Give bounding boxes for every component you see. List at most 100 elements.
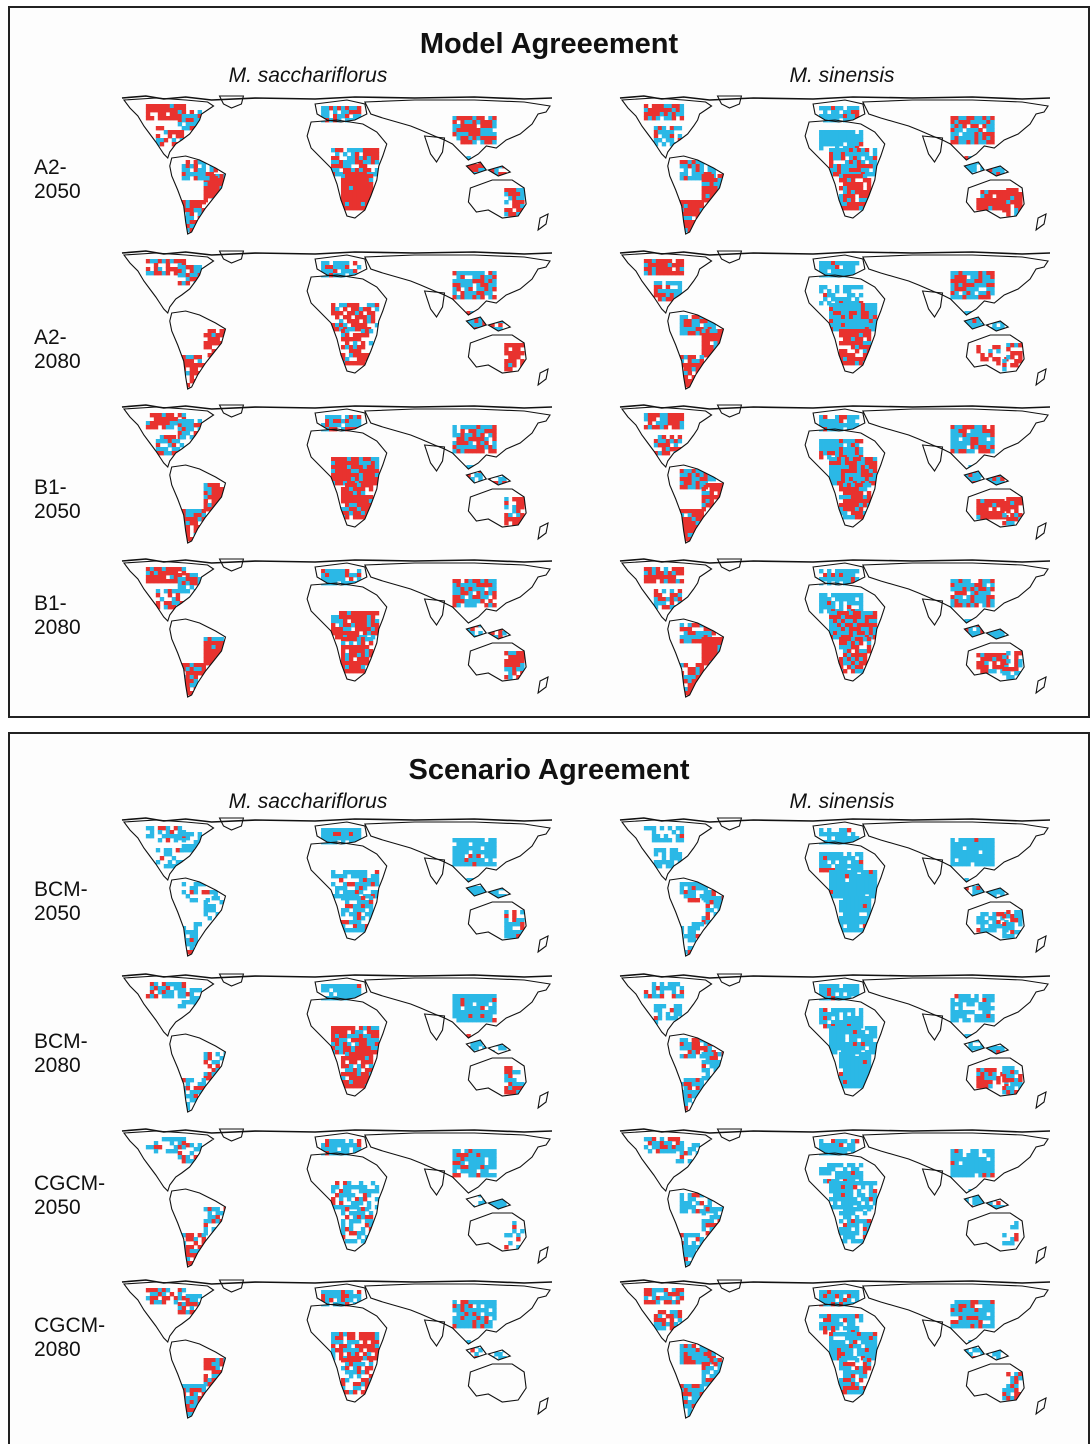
blue-cell [834, 289, 840, 294]
blue-cell [181, 176, 187, 181]
red-cell [858, 511, 864, 516]
red-cell [366, 465, 372, 470]
blue-cell [819, 593, 824, 598]
blue-cell [211, 637, 216, 642]
blue-cell [852, 870, 858, 875]
blue-cell [838, 569, 844, 574]
blue-cell [331, 619, 336, 624]
red-cell [456, 437, 461, 442]
red-cell [157, 104, 163, 109]
red-cell [836, 311, 842, 316]
red-cell [842, 491, 848, 496]
blue-cell [480, 287, 485, 292]
red-cell [189, 269, 195, 274]
blue-cell [699, 168, 704, 173]
red-cell [331, 623, 336, 628]
blue-cell [856, 465, 862, 470]
red-cell [185, 537, 191, 542]
red-cell [472, 295, 477, 300]
blue-cell [350, 870, 356, 875]
blue-cell [472, 603, 477, 608]
blue-cell [833, 319, 838, 324]
red-cell [356, 503, 362, 508]
red-cell [165, 413, 171, 418]
blue-cell [705, 900, 710, 905]
red-cell [193, 277, 199, 282]
blue-cell [482, 327, 487, 332]
red-cell [492, 429, 497, 434]
blue-cell [488, 587, 493, 592]
blue-cell [657, 289, 663, 294]
blue-cell [201, 513, 206, 518]
blue-cell [356, 483, 362, 488]
blue-cell [838, 832, 844, 837]
blue-cell [352, 503, 358, 508]
blue-cell [193, 840, 199, 845]
red-cell [219, 645, 224, 650]
blue-cell [972, 619, 977, 624]
blue-cell [968, 164, 973, 169]
blue-cell [829, 477, 834, 482]
blue-cell [657, 130, 663, 135]
blue-cell [488, 116, 493, 121]
blue-cell [181, 168, 187, 173]
blue-cell [868, 878, 874, 883]
blue-cell [699, 473, 704, 478]
red-cell [992, 202, 997, 207]
red-cell [476, 128, 481, 133]
blue-cell [480, 591, 485, 596]
blue-cell [669, 439, 675, 444]
red-cell [360, 194, 366, 199]
blue-cell [157, 838, 163, 843]
blue-cell [197, 176, 203, 181]
red-cell [833, 619, 838, 624]
blue-cell [970, 271, 975, 276]
red-cell [362, 611, 368, 616]
blue-cell [823, 601, 828, 606]
red-cell [189, 679, 195, 684]
red-cell [966, 140, 971, 145]
blue-cell [348, 511, 354, 516]
red-cell [346, 615, 352, 620]
blue-cell [834, 593, 840, 598]
blue-cell [169, 104, 175, 109]
blue-cell [978, 136, 983, 141]
red-cell [721, 349, 726, 354]
blue-cell [193, 573, 199, 578]
blue-cell [823, 832, 828, 837]
blue-cell [520, 667, 525, 672]
red-cell [480, 437, 485, 442]
blue-cell [346, 890, 352, 895]
blue-cell [823, 106, 828, 111]
red-cell [516, 208, 521, 213]
red-cell [655, 571, 661, 576]
red-cell [219, 329, 224, 334]
blue-cell [456, 854, 461, 859]
blue-cell [344, 832, 350, 837]
blue-cell [827, 447, 832, 452]
red-cell [368, 186, 374, 191]
red-cell [207, 657, 212, 662]
blue-cell [850, 269, 856, 274]
blue-cell [336, 114, 342, 119]
red-cell [842, 653, 848, 658]
blue-cell [854, 569, 860, 574]
red-cell [185, 164, 191, 169]
blue-cell [185, 942, 191, 947]
red-cell [683, 375, 689, 380]
coastline [537, 935, 549, 954]
red-cell [695, 212, 701, 217]
blue-cell [838, 202, 844, 207]
red-cell [161, 421, 167, 426]
red-cell [669, 134, 675, 139]
blue-cell [348, 828, 354, 833]
red-cell [701, 495, 706, 500]
red-cell [512, 671, 517, 676]
coastline [1035, 368, 1047, 387]
blue-cell [661, 126, 667, 131]
red-cell [502, 623, 507, 628]
blue-cell [827, 142, 832, 147]
red-cell [836, 457, 842, 462]
red-cell [364, 645, 370, 650]
blue-cell [833, 156, 838, 161]
